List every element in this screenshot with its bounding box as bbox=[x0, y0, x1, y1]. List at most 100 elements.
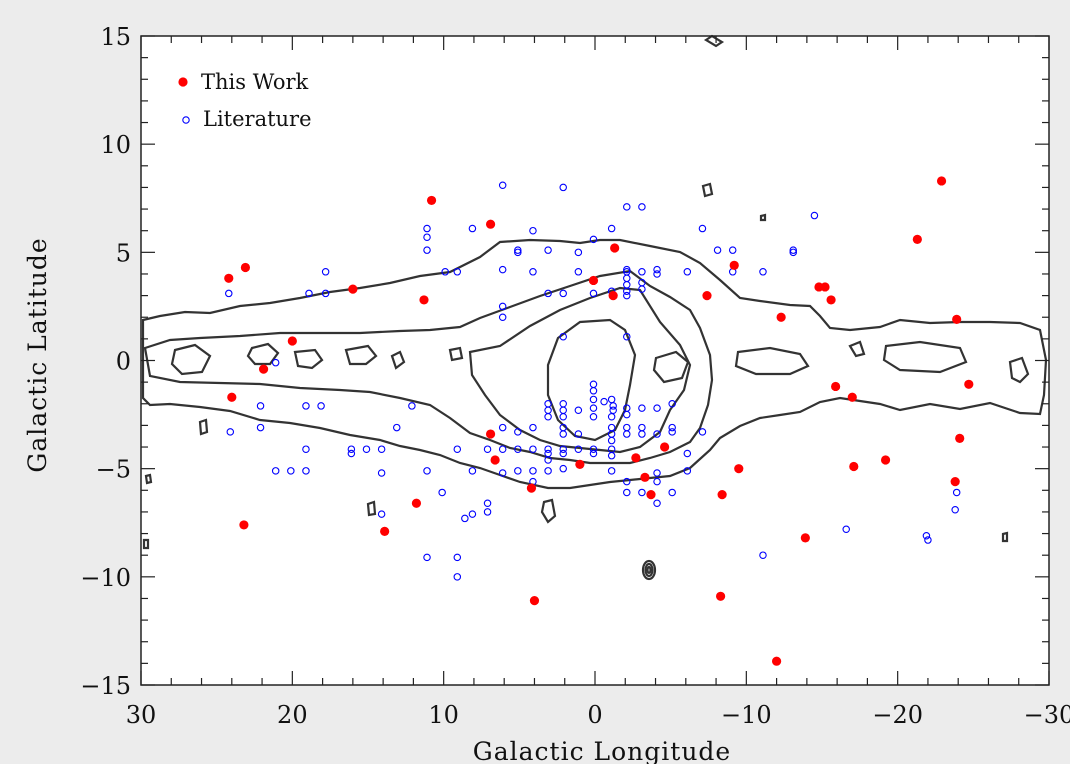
literature-point bbox=[453, 268, 462, 276]
this-work-point bbox=[258, 364, 269, 374]
literature-point bbox=[623, 287, 631, 296]
contour-island bbox=[652, 350, 690, 384]
this-work-point bbox=[348, 284, 358, 294]
literature-point bbox=[529, 226, 537, 235]
literature-point bbox=[759, 551, 767, 559]
contour-island bbox=[246, 342, 280, 366]
literature-point bbox=[653, 270, 661, 278]
literature-point bbox=[514, 246, 522, 254]
this-work-point bbox=[240, 262, 251, 273]
contour-island bbox=[390, 350, 406, 370]
literature-point bbox=[544, 289, 552, 298]
this-work-point bbox=[660, 442, 670, 452]
contour-island bbox=[848, 340, 866, 358]
this-work-point bbox=[224, 273, 234, 283]
x-tick-label: 0 bbox=[587, 701, 602, 729]
literature-point bbox=[468, 224, 477, 233]
series-literature bbox=[225, 181, 961, 581]
contour-island bbox=[344, 344, 378, 366]
literature-point bbox=[728, 246, 737, 254]
literature-point bbox=[514, 445, 522, 453]
literature-point bbox=[589, 445, 598, 453]
literature-point bbox=[347, 449, 356, 458]
this-work-point bbox=[411, 498, 422, 508]
contour-island bbox=[142, 538, 150, 550]
this-work-point bbox=[529, 596, 540, 606]
x-tick-labels: 30 20 10 0 −10 −20 −30 bbox=[126, 701, 1070, 729]
literature-point bbox=[713, 246, 722, 254]
literature-point bbox=[559, 445, 567, 453]
literature-point bbox=[453, 553, 462, 562]
this-work-point bbox=[588, 275, 599, 286]
literature-point bbox=[698, 428, 707, 436]
contour-island bbox=[734, 346, 810, 376]
contour-middle bbox=[143, 269, 714, 465]
this-work-point bbox=[287, 336, 297, 346]
this-work-point bbox=[955, 433, 965, 443]
this-work-point bbox=[729, 260, 739, 270]
literature-point bbox=[225, 289, 233, 298]
literature-point bbox=[302, 467, 310, 475]
literature-point bbox=[498, 469, 507, 477]
literature-point bbox=[589, 387, 598, 395]
literature-point bbox=[574, 406, 583, 415]
this-work-point bbox=[847, 392, 857, 402]
literature-point bbox=[952, 488, 961, 497]
literature-point bbox=[623, 203, 631, 211]
legend: This Work Literature bbox=[178, 70, 312, 131]
legend-marker-literature bbox=[182, 116, 190, 124]
y-tick-labels: 15 10 5 0 −5 −10 −15 bbox=[80, 23, 131, 700]
literature-point bbox=[951, 506, 959, 514]
literature-point bbox=[256, 402, 265, 410]
this-work-point bbox=[734, 464, 744, 474]
literature-point bbox=[574, 445, 583, 453]
literature-point bbox=[302, 445, 310, 453]
literature-point bbox=[514, 248, 522, 257]
literature-point bbox=[529, 445, 537, 453]
literature-point bbox=[607, 451, 616, 460]
literature-point bbox=[589, 449, 598, 458]
literature-point bbox=[922, 531, 931, 540]
this-work-point bbox=[826, 295, 836, 305]
this-work-point bbox=[419, 295, 429, 305]
this-work-point bbox=[717, 490, 727, 500]
x-tick-label: 20 bbox=[277, 701, 308, 729]
literature-point bbox=[574, 248, 583, 257]
literature-point bbox=[842, 525, 850, 533]
literature-point bbox=[271, 467, 280, 475]
literature-point bbox=[698, 224, 707, 233]
literature-point bbox=[498, 445, 507, 453]
literature-point bbox=[302, 402, 310, 410]
literature-point bbox=[529, 423, 537, 432]
y-axis-title: Galactic Latitude bbox=[23, 237, 52, 472]
literature-point bbox=[683, 449, 692, 458]
literature-point bbox=[559, 332, 567, 341]
series-this-work bbox=[224, 176, 974, 666]
literature-point bbox=[607, 467, 616, 475]
this-work-point bbox=[702, 291, 712, 301]
literature-point bbox=[377, 510, 386, 518]
contour-island bbox=[144, 473, 153, 485]
x-tick-label: 10 bbox=[428, 701, 459, 729]
literature-point bbox=[683, 467, 692, 475]
literature-point bbox=[623, 332, 631, 341]
literature-point bbox=[589, 404, 598, 412]
literature-point bbox=[321, 289, 330, 298]
literature-point bbox=[544, 412, 552, 421]
literature-point bbox=[498, 302, 507, 311]
literature-point bbox=[653, 469, 661, 477]
literature-point bbox=[408, 402, 416, 410]
x-tick-label: −20 bbox=[872, 701, 923, 729]
literature-point bbox=[789, 246, 797, 254]
literature-point bbox=[638, 268, 646, 276]
contour-island bbox=[759, 213, 767, 222]
literature-point bbox=[683, 268, 692, 276]
y-tick-label: −15 bbox=[80, 672, 131, 700]
literature-point bbox=[623, 410, 631, 419]
literature-point bbox=[377, 469, 386, 477]
legend-label-literature: Literature bbox=[203, 107, 312, 131]
literature-point bbox=[559, 412, 567, 421]
this-work-point bbox=[831, 381, 841, 392]
contour-island bbox=[293, 348, 324, 370]
literature-point bbox=[623, 265, 631, 274]
